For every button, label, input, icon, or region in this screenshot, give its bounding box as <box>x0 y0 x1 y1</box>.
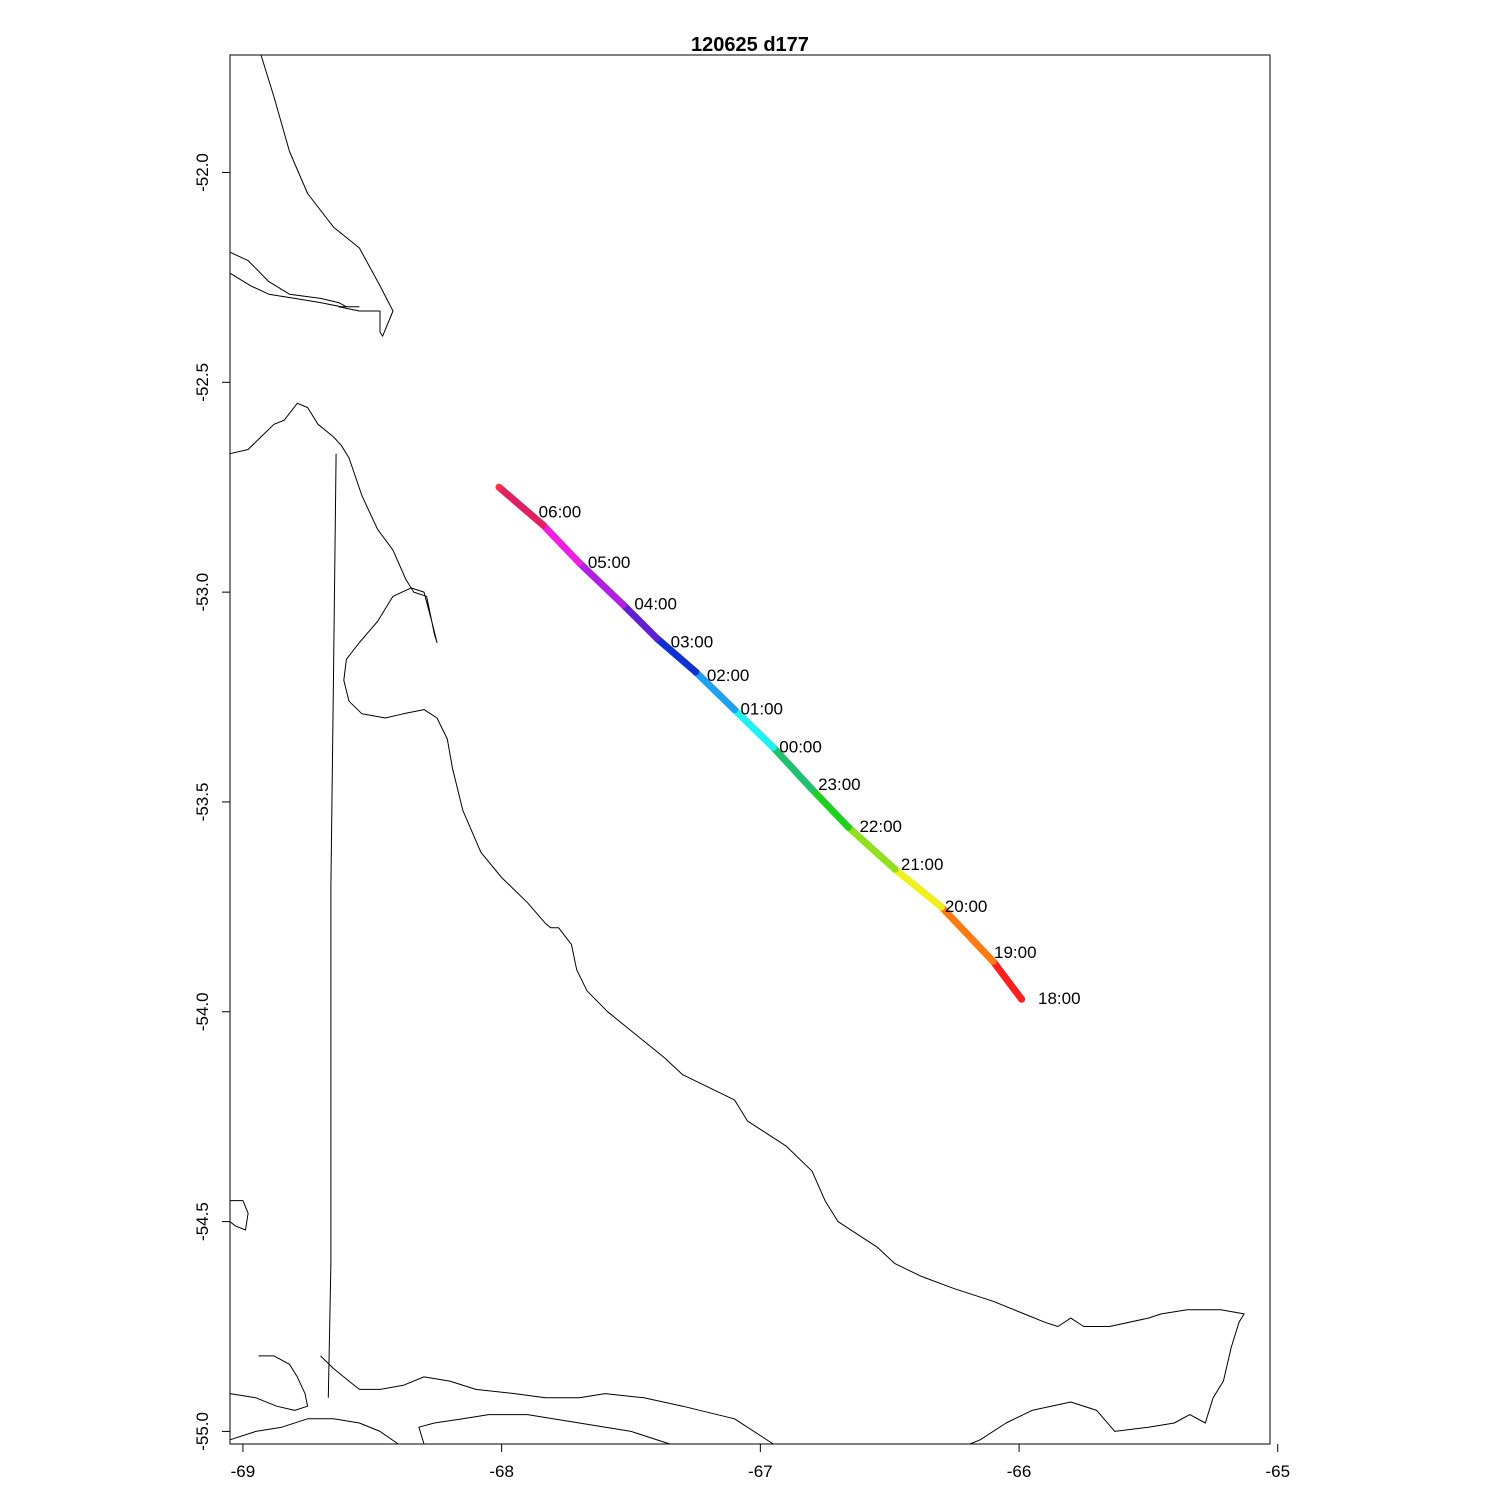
track-segment <box>653 634 700 676</box>
cruise-track <box>495 483 1026 1003</box>
track-point <box>769 743 777 751</box>
x-tick-label: -66 <box>1007 1462 1032 1481</box>
track-segment <box>539 521 583 567</box>
plot-frame <box>229 54 1271 1445</box>
hour-label: 02:00 <box>707 666 750 685</box>
track-point <box>937 903 945 911</box>
y-tick-label: -53.5 <box>193 783 212 822</box>
coastline-6 <box>229 1355 309 1411</box>
track-point <box>989 957 997 965</box>
coastline-7 <box>320 1355 774 1445</box>
hour-label: 06:00 <box>539 502 582 521</box>
track-point <box>808 785 816 793</box>
map-title: 120625 d177 <box>691 34 809 56</box>
x-axis-longitude: -69 -68 -67 -66 -65 <box>231 1444 1290 1481</box>
x-tick-label: -68 <box>489 1462 514 1481</box>
x-tick-label: -69 <box>231 1462 256 1481</box>
y-tick-label: -53.0 <box>193 573 212 612</box>
hour-label: 22:00 <box>859 817 902 836</box>
coastline-8 <box>418 1414 670 1445</box>
coastline-1 <box>229 251 347 308</box>
track-point <box>891 865 899 873</box>
track-segment <box>808 785 852 831</box>
track-segment <box>891 865 945 911</box>
track-segment <box>844 823 899 873</box>
y-tick-label: -54.0 <box>193 992 212 1031</box>
coastline-4 <box>327 453 337 1398</box>
track-point <box>619 601 627 609</box>
x-tick-label: -67 <box>748 1462 773 1481</box>
track-segment <box>989 957 1026 1003</box>
hour-label: 18:00 <box>1038 989 1081 1008</box>
track-point <box>539 521 547 529</box>
track-point <box>730 706 738 714</box>
track-point <box>575 559 583 567</box>
track-point <box>692 668 700 676</box>
x-tick-label: -65 <box>1265 1462 1290 1481</box>
hour-label: 19:00 <box>994 943 1037 962</box>
hour-label: 23:00 <box>818 775 861 794</box>
track-point <box>495 483 503 491</box>
track-segment <box>730 706 777 751</box>
track-segment <box>575 559 627 609</box>
hour-label: 01:00 <box>740 700 783 719</box>
track-segment <box>937 903 997 965</box>
hour-labels: 18:00 19:00 20:00 21:00 22:00 23:00 00:00 01:00… <box>539 502 1081 1008</box>
track-point <box>844 823 852 831</box>
track-segment <box>769 743 816 793</box>
coastline-3 <box>229 402 1245 1445</box>
coastline-2 <box>229 272 360 308</box>
track-segment <box>619 601 661 642</box>
track-point <box>653 634 661 642</box>
hour-label: 04:00 <box>634 595 677 614</box>
y-tick-label: -54.5 <box>193 1202 212 1241</box>
hour-label: 05:00 <box>588 553 631 572</box>
coastline-layer <box>229 54 1245 1445</box>
hour-label: 00:00 <box>779 737 822 756</box>
hour-label: 03:00 <box>671 632 714 651</box>
y-axis-latitude: -52.0 -52.5 -53.0 -53.5 -54.0 -54.5 -55.0 <box>193 153 230 1451</box>
y-tick-label: -52.5 <box>193 363 212 402</box>
coastline-9 <box>229 1418 399 1445</box>
track-segment <box>495 483 547 529</box>
y-tick-label: -52.0 <box>193 153 212 192</box>
hour-label: 20:00 <box>945 897 988 916</box>
track-segment <box>692 668 738 714</box>
track-point <box>1018 995 1026 1003</box>
y-tick-label: -55.0 <box>193 1412 212 1451</box>
coastline-0 <box>260 54 394 337</box>
hour-label: 21:00 <box>901 855 944 874</box>
coastline-5 <box>229 1200 249 1231</box>
